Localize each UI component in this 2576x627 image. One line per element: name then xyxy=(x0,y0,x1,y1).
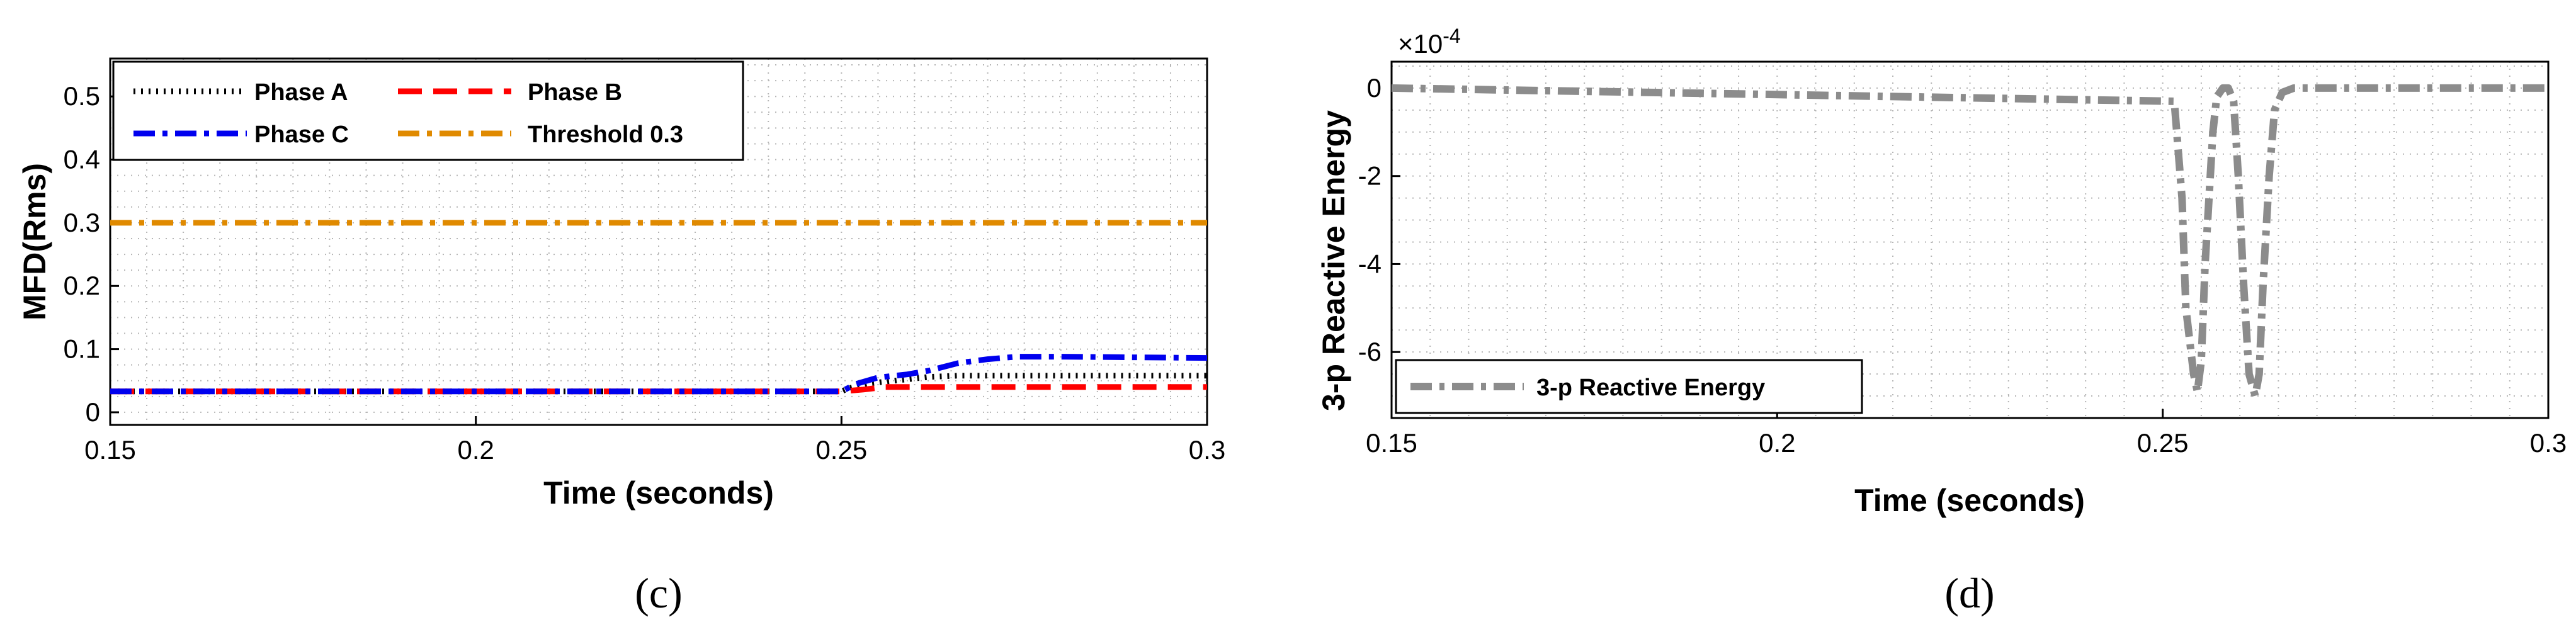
x-tick-label: 0.2 xyxy=(457,435,494,465)
x-tick-label: 0.15 xyxy=(1366,428,1417,458)
x-tick-label: 0.3 xyxy=(2530,428,2567,458)
plot-area-frame xyxy=(1390,60,2550,419)
legend-box xyxy=(112,60,744,161)
panel-caption-d: (d) xyxy=(1944,569,1994,617)
series-line-3-p-reactive-energy xyxy=(1391,84,2548,400)
series-group xyxy=(110,220,1208,395)
chart-panel-d: 0.15 0.2 0.25 0.3 0-2-4-6 ×10-4 Time (secon… xyxy=(1316,25,2567,617)
y-tick-label: 0 xyxy=(1367,73,1382,103)
y-tick-label: 0 xyxy=(86,397,100,427)
plot-area-frame xyxy=(109,57,1208,426)
y-tick-label: -4 xyxy=(1358,249,1382,278)
y-tick-label: -2 xyxy=(1358,161,1382,191)
grid xyxy=(1391,62,2549,418)
legend-label-phase-a: Phase A xyxy=(254,79,348,106)
legend-label-phase-c: Phase C xyxy=(254,121,349,148)
y-axis: 0 0.1 0.2 0.3 0.4 0.5 xyxy=(64,81,119,427)
y-axis-label: 3-p Reactive Energy xyxy=(1316,110,1351,411)
chart-panel-c: 0.15 0.2 0.25 0.3 0 0.1 0.2 0.3 0.4 0.5 Time (se… xyxy=(17,57,1225,617)
x-axis: 0.15 0.2 0.25 0.3 xyxy=(84,416,1225,465)
y-tick-label: 0.1 xyxy=(64,334,100,364)
panel-caption-c: (c) xyxy=(635,569,682,617)
legend-box xyxy=(1395,359,1863,414)
y-tick-label: 0.5 xyxy=(64,81,100,111)
y-tick-label: 0.2 xyxy=(64,271,100,300)
series-line-phase-c xyxy=(110,354,1208,395)
exponent-base: ×10 xyxy=(1398,29,1443,59)
x-tick-label: 0.3 xyxy=(1189,435,1225,465)
x-tick-label: 0.25 xyxy=(2137,428,2189,458)
x-tick-label: 0.25 xyxy=(815,435,867,465)
legend: 3-p Reactive Energy xyxy=(1395,359,1863,414)
x-tick-label: 0.15 xyxy=(84,435,136,465)
legend-label-phase-b: Phase B xyxy=(528,79,622,106)
series-line-phase-b xyxy=(110,384,1207,395)
y-axis-label: MFD(Rms) xyxy=(17,163,52,320)
y-tick-label: -6 xyxy=(1358,337,1382,366)
y-axis-exponent: ×10-4 xyxy=(1398,25,1461,59)
legend: Phase A Phase B Phase C Threshold 0.3 xyxy=(112,60,744,161)
series-group xyxy=(1391,84,2548,400)
legend-label-reactive-energy: 3-p Reactive Energy xyxy=(1536,375,1765,401)
legend-label-threshold: Threshold 0.3 xyxy=(528,121,683,148)
y-tick-label: 0.4 xyxy=(64,145,100,174)
y-tick-label: 0.3 xyxy=(64,208,100,237)
x-axis-label: Time (seconds) xyxy=(543,475,774,511)
y-axis: 0 -2 -4 -6 xyxy=(1358,73,1400,366)
x-axis-label: Time (seconds) xyxy=(1854,483,2085,518)
x-axis: 0.15 0.2 0.25 0.3 xyxy=(1366,409,2567,458)
exponent-power: -4 xyxy=(1443,25,1460,47)
x-tick-label: 0.2 xyxy=(1759,428,1795,458)
